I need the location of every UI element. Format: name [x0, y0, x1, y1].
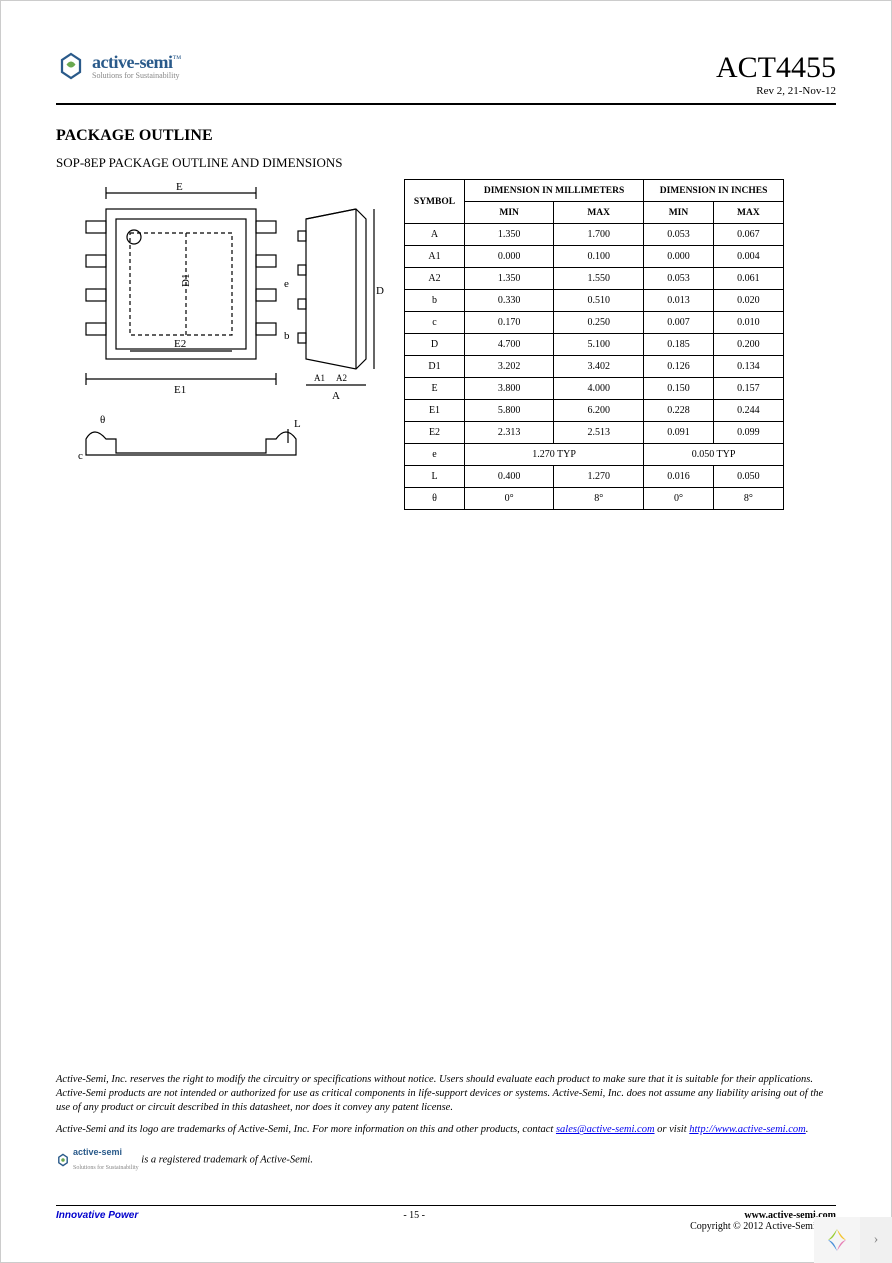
footnote-2: Active-Semi and its logo are trademarks … [56, 1123, 836, 1137]
content-row: E E1 E2 D1 D [56, 179, 836, 510]
table-row: θ0°8°0°8° [405, 488, 784, 510]
company-tagline: Solutions for Sustainability [92, 71, 181, 80]
th-mm: DIMENSION IN MILLIMETERS [465, 180, 644, 202]
table-row: c0.1700.2500.0070.010 [405, 312, 784, 334]
table-row: A21.3501.5500.0530.061 [405, 268, 784, 290]
table-row: D13.2023.4020.1260.134 [405, 356, 784, 378]
table-row: A10.0000.1000.0000.004 [405, 246, 784, 268]
svg-text:b: b [284, 330, 290, 342]
datasheet-page: active-semi™ Solutions for Sustainabilit… [0, 0, 892, 1263]
table-row: E22.3132.5130.0910.099 [405, 422, 784, 444]
footnote-1: Active-Semi, Inc. reserves the right to … [56, 1073, 836, 1116]
svg-text:D: D [376, 285, 384, 297]
svg-text:A: A [332, 390, 340, 402]
th-mm-max: MAX [554, 202, 644, 224]
svg-text:D1: D1 [180, 274, 192, 287]
dimensions-table: SYMBOL DIMENSION IN MILLIMETERS DIMENSIO… [404, 179, 784, 510]
viewer-logo-icon[interactable] [814, 1217, 860, 1263]
th-in-max: MAX [713, 202, 783, 224]
table-row: b0.3300.5100.0130.020 [405, 290, 784, 312]
table-row: L0.4001.2700.0160.050 [405, 466, 784, 488]
section-title: PACKAGE OUTLINE [56, 127, 836, 145]
subsection-title: SOP-8EP PACKAGE OUTLINE AND DIMENSIONS [56, 155, 836, 171]
svg-text:A2: A2 [336, 373, 347, 383]
svg-text:θ: θ [100, 414, 105, 426]
svg-text:e: e [284, 278, 289, 290]
viewer-corner-widget: › [814, 1217, 892, 1263]
svg-text:c: c [78, 450, 83, 462]
legal-footnotes: Active-Semi, Inc. reserves the right to … [56, 1073, 836, 1182]
th-mm-min: MIN [465, 202, 554, 224]
table-row: e1.270 TYP0.050 TYP [405, 444, 784, 466]
table-row: D4.7005.1000.1850.200 [405, 334, 784, 356]
email-link[interactable]: sales@active-semi.com [556, 1124, 655, 1135]
svg-text:A1: A1 [314, 373, 325, 383]
table-row: E3.8004.0000.1500.157 [405, 378, 784, 400]
page-footer: Innovative Power - 15 - www.active-semi.… [56, 1205, 836, 1232]
svg-text:E2: E2 [174, 338, 186, 350]
th-in: DIMENSION IN INCHES [644, 180, 784, 202]
title-block: ACT4455 Rev 2, 21-Nov-12 [716, 51, 836, 97]
active-semi-logo-icon [56, 51, 86, 81]
table-row: A1.3501.7000.0530.067 [405, 224, 784, 246]
table-row: E15.8006.2000.2280.244 [405, 400, 784, 422]
page-header: active-semi™ Solutions for Sustainabilit… [56, 51, 836, 105]
th-symbol: SYMBOL [405, 180, 465, 224]
inline-logo: active-semi Solutions for Sustainability [56, 1146, 139, 1174]
footer-page-number: - 15 - [138, 1210, 690, 1232]
svg-text:E1: E1 [174, 384, 186, 396]
company-name: active-semi [92, 52, 172, 72]
tm-symbol: ™ [172, 54, 181, 64]
svg-text:L: L [294, 418, 301, 430]
table-body: A1.3501.7000.0530.067A10.0000.1000.0000.… [405, 224, 784, 510]
company-logo-block: active-semi™ Solutions for Sustainabilit… [56, 51, 181, 81]
viewer-next-button[interactable]: › [860, 1217, 892, 1263]
footer-left: Innovative Power [56, 1210, 138, 1232]
part-number: ACT4455 [716, 51, 836, 85]
footnote-3: active-semi Solutions for Sustainability… [56, 1146, 836, 1174]
package-drawing: E E1 E2 D1 D [56, 179, 386, 509]
svg-text:E: E [176, 181, 183, 193]
th-in-min: MIN [644, 202, 714, 224]
revision-text: Rev 2, 21-Nov-12 [716, 85, 836, 97]
website-link[interactable]: http://www.active-semi.com [689, 1124, 805, 1135]
inline-logo-icon [56, 1153, 70, 1167]
